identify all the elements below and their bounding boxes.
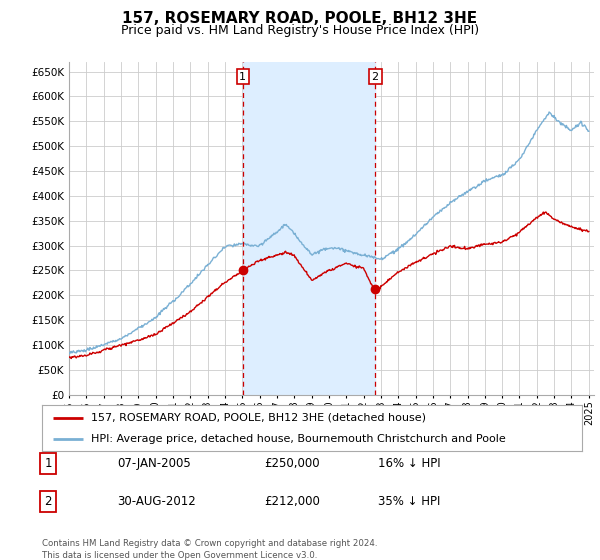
- Text: Contains HM Land Registry data © Crown copyright and database right 2024.
This d: Contains HM Land Registry data © Crown c…: [42, 539, 377, 559]
- Text: 1: 1: [239, 72, 246, 82]
- Text: 1: 1: [44, 457, 52, 470]
- Text: 2: 2: [44, 494, 52, 508]
- Text: 157, ROSEMARY ROAD, POOLE, BH12 3HE: 157, ROSEMARY ROAD, POOLE, BH12 3HE: [122, 11, 478, 26]
- Text: 2: 2: [371, 72, 379, 82]
- Text: 07-JAN-2005: 07-JAN-2005: [117, 457, 191, 470]
- Text: £212,000: £212,000: [264, 494, 320, 508]
- Text: Price paid vs. HM Land Registry's House Price Index (HPI): Price paid vs. HM Land Registry's House …: [121, 24, 479, 36]
- Text: 30-AUG-2012: 30-AUG-2012: [117, 494, 196, 508]
- Text: 157, ROSEMARY ROAD, POOLE, BH12 3HE (detached house): 157, ROSEMARY ROAD, POOLE, BH12 3HE (det…: [91, 413, 425, 423]
- Text: £250,000: £250,000: [264, 457, 320, 470]
- Text: HPI: Average price, detached house, Bournemouth Christchurch and Poole: HPI: Average price, detached house, Bour…: [91, 435, 505, 444]
- Text: 35% ↓ HPI: 35% ↓ HPI: [378, 494, 440, 508]
- Bar: [243, 62, 375, 395]
- Text: 16% ↓ HPI: 16% ↓ HPI: [378, 457, 440, 470]
